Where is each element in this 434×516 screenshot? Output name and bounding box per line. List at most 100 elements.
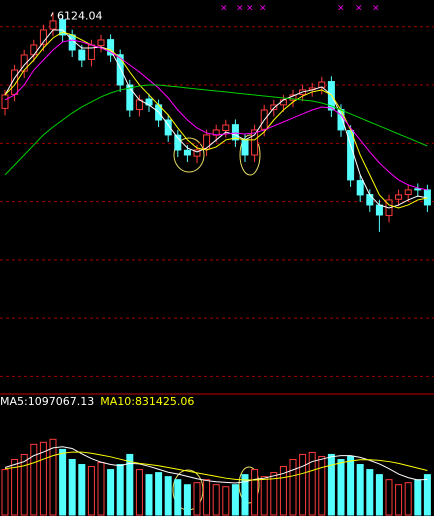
- volume-bar: [78, 464, 86, 516]
- candle-body: [193, 149, 201, 157]
- candle-body: [366, 194, 374, 206]
- volume-bar: [30, 443, 38, 516]
- candle-body: [59, 19, 67, 36]
- volume-bar: [308, 451, 316, 516]
- signal-mark: ×: [355, 4, 363, 14]
- volume-bar: [337, 458, 345, 516]
- volume-bar: [375, 474, 383, 516]
- volume-bar: [356, 464, 364, 516]
- candle-body: [356, 180, 364, 196]
- volume-bar: [318, 455, 326, 516]
- volume-bar: [241, 474, 249, 516]
- ma-line: [4, 31, 428, 209]
- candle-body: [164, 119, 172, 136]
- ma-line: [4, 84, 428, 176]
- peak-annotation: 6124.04: [57, 9, 103, 22]
- candle-body: [116, 54, 124, 86]
- candle-body: [183, 149, 191, 156]
- candle-body: [126, 84, 134, 111]
- highlights: [172, 134, 261, 511]
- candle-body: [222, 124, 230, 131]
- volume-bar: [49, 438, 57, 516]
- annotation-arrow: [50, 12, 54, 17]
- candle-body: [203, 134, 211, 150]
- volume-bar: [423, 474, 431, 516]
- signal-mark: ×: [246, 4, 254, 14]
- candle-body: [97, 39, 105, 46]
- volume-bar: [116, 464, 124, 516]
- volume-bar: [395, 484, 403, 516]
- volume-bar: [327, 453, 335, 516]
- candle-body: [395, 194, 403, 200]
- candle-body: [174, 134, 182, 151]
- candle-body: [241, 139, 249, 156]
- candle-body: [414, 188, 422, 191]
- candle-body: [107, 39, 115, 56]
- volume-bar: [279, 466, 287, 516]
- candle-body: [279, 99, 287, 106]
- legend-entry: MA10:831425.06: [100, 395, 194, 408]
- volume-bar: [404, 482, 412, 516]
- highlight-circle: [238, 466, 260, 504]
- volume-bar: [414, 479, 422, 516]
- volume-bar: [212, 484, 220, 516]
- volume-bar: [135, 469, 143, 516]
- volume-bar: [222, 486, 230, 516]
- candle-body: [30, 44, 38, 56]
- volume-bar: [97, 462, 105, 516]
- candle-body: [404, 189, 412, 196]
- volume-bar: [39, 441, 47, 516]
- candle-body: [270, 104, 278, 111]
- volume-bar: [1, 469, 9, 516]
- volume-bar: [289, 458, 297, 516]
- candle-body: [78, 49, 86, 61]
- volume-bar: [145, 474, 153, 516]
- signal-mark: ×: [220, 4, 228, 14]
- volume-bar: [299, 453, 307, 516]
- highlight-circle: [239, 134, 261, 176]
- candle-body: [1, 94, 9, 109]
- volume-bar: [193, 482, 201, 516]
- candle-body: [87, 44, 95, 60]
- volume-bar: [183, 484, 191, 516]
- volume-bar: [270, 472, 278, 516]
- volume-bar: [87, 466, 95, 516]
- signal-mark: ×: [337, 4, 345, 14]
- volume-bar: [251, 469, 259, 516]
- volume-bar: [20, 453, 28, 516]
- volume-bar: [126, 453, 134, 516]
- volume-bar: [366, 469, 374, 516]
- volume-bar: [260, 476, 268, 516]
- candle-body: [251, 129, 259, 156]
- volume-bar: [155, 472, 163, 516]
- volume-bar: [347, 455, 355, 516]
- candle-body: [49, 20, 57, 30]
- ma-line: [4, 446, 428, 484]
- candle-body: [375, 204, 383, 216]
- volume-bar: [107, 469, 115, 516]
- signal-mark: ×: [236, 4, 244, 14]
- volume-bar: [164, 476, 172, 516]
- highlight-circle: [173, 137, 205, 173]
- ma-line: [4, 29, 428, 209]
- candle-body: [337, 109, 345, 131]
- volume-bar: [203, 479, 211, 516]
- ma-line: [4, 451, 428, 481]
- candle-body: [231, 124, 239, 141]
- ma-line: [4, 39, 428, 191]
- volume-bar: [174, 479, 182, 516]
- candle-body: [39, 29, 47, 45]
- legend-entry: MA5:1097067.13: [0, 395, 94, 408]
- volume-bar: [385, 479, 393, 516]
- signal-marks: × × × × × × ×: [220, 4, 380, 14]
- candle-body: [20, 54, 28, 72]
- volume-bar: [59, 448, 67, 516]
- signal-mark: ×: [259, 4, 267, 14]
- volume-bar: [231, 484, 239, 516]
- signal-mark: ×: [372, 4, 380, 14]
- volume-bar: [68, 458, 76, 516]
- volume-bar: [11, 458, 19, 516]
